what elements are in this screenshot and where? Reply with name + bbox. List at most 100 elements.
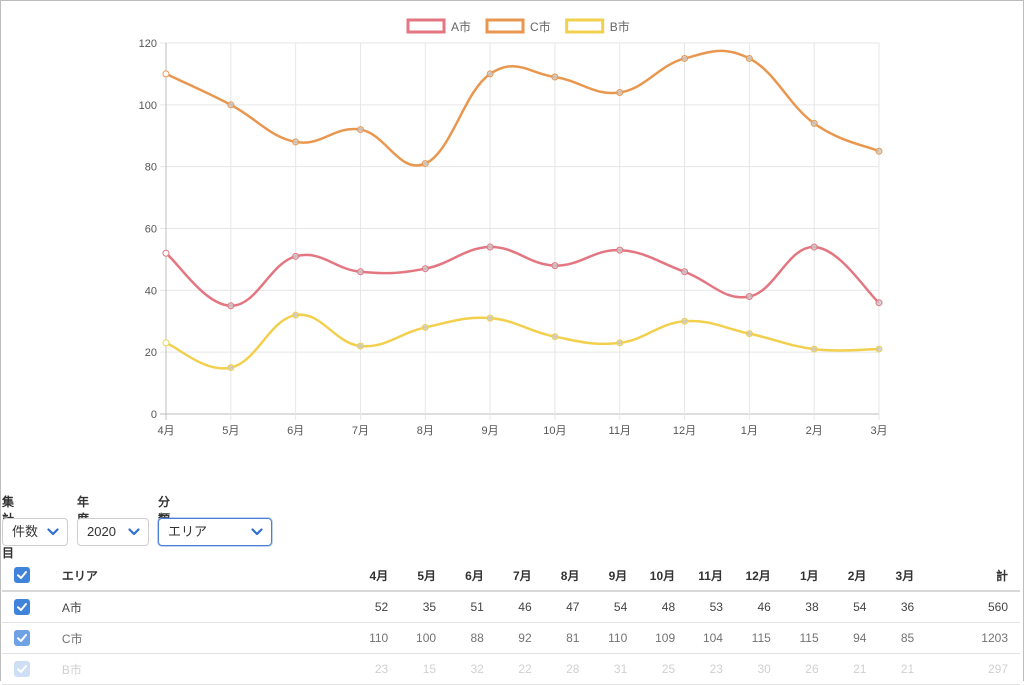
header-month[interactable]: 10月 (627, 560, 676, 592)
data-point (421, 265, 429, 273)
row-value: 48 (627, 591, 676, 623)
header-month[interactable]: 12月 (722, 560, 771, 592)
year-select-value: 2020 (87, 524, 116, 539)
row-value: 30 (722, 653, 771, 685)
header-month[interactable]: 2月 (818, 560, 867, 592)
data-point (745, 54, 753, 62)
legend-swatch (485, 18, 525, 34)
row-value: 15 (388, 653, 437, 685)
row-value: 100 (388, 622, 437, 654)
row-check-cell (2, 653, 42, 685)
data-point (810, 119, 818, 127)
row-value: 52 (181, 591, 389, 623)
legend-item[interactable]: B市 (565, 18, 630, 34)
data-point (227, 302, 235, 310)
x-tick-label: 1月 (741, 425, 758, 437)
data-point (486, 243, 494, 251)
header-month[interactable]: 7月 (483, 560, 532, 592)
header-month[interactable]: 3月 (866, 560, 915, 592)
chart-lines (162, 49, 883, 372)
chevron-down-icon (251, 528, 263, 536)
check-icon (16, 665, 27, 673)
filter-category: 分類 エリア (158, 493, 272, 546)
x-tick-label: 2月 (806, 425, 823, 437)
header-month[interactable]: 8月 (531, 560, 580, 592)
year-select[interactable]: 2020 (77, 518, 149, 546)
data-point (551, 333, 559, 341)
item-select-value: 件数 (12, 524, 39, 539)
legend-label: C市 (530, 19, 551, 34)
data-point (681, 268, 689, 276)
data-point (292, 252, 300, 260)
select-all-cell (2, 560, 42, 592)
row-value: 51 (436, 591, 484, 623)
series-line (165, 49, 880, 167)
row-value: 109 (627, 622, 676, 654)
chart-legend[interactable]: A市 C市 B市 (406, 18, 630, 34)
data-point (356, 126, 364, 134)
data-point (486, 314, 494, 322)
header-total[interactable]: 計 (914, 560, 1020, 592)
row-value: 94 (818, 622, 867, 654)
legend-item[interactable]: A市 (406, 18, 471, 34)
header-area[interactable]: エリア (41, 560, 182, 592)
category-select[interactable]: エリア (158, 518, 272, 546)
data-point (356, 342, 364, 350)
y-tick-label: 0 (151, 409, 157, 421)
row-area: A市 (41, 591, 182, 623)
y-tick-label: 20 (145, 347, 157, 359)
row-value: 85 (866, 622, 915, 654)
legend-swatch (406, 18, 446, 34)
row-value: 25 (627, 653, 676, 685)
y-tick-label: 100 (139, 100, 157, 112)
table-row[interactable]: B市 23 15 32 22 28 31 25 23 30 26 21 21 2… (2, 653, 1020, 685)
filter-year-label: 年度 (77, 495, 90, 526)
legend-item[interactable]: C市 (485, 18, 551, 34)
row-checkbox[interactable] (13, 661, 30, 677)
data-table: エリア 4月 5月 6月 7月 8月 9月 10月 11月 12月 1月 2月 … (2, 560, 1020, 685)
x-tick-label: 8月 (417, 425, 434, 437)
data-point (810, 243, 818, 251)
row-value: 36 (866, 591, 915, 623)
data-point (162, 339, 170, 347)
data-point (551, 73, 559, 81)
row-value: 53 (675, 591, 723, 623)
legend-label: B市 (610, 19, 630, 34)
row-checkbox[interactable] (13, 599, 30, 615)
x-tick-label: 9月 (482, 425, 499, 437)
data-point (486, 70, 494, 78)
data-point (292, 311, 300, 319)
row-total: 560 (914, 591, 1020, 623)
header-month[interactable]: 1月 (770, 560, 819, 592)
row-area: C市 (41, 622, 182, 654)
row-value: 88 (436, 622, 484, 654)
header-month[interactable]: 9月 (579, 560, 628, 592)
header-month[interactable]: 6月 (436, 560, 484, 592)
data-point (292, 138, 300, 146)
row-value: 23 (181, 653, 389, 685)
data-point (745, 330, 753, 338)
data-point (875, 147, 883, 155)
data-point (227, 364, 235, 372)
header-month[interactable]: 5月 (388, 560, 437, 592)
filter-item-label: 集計項目 (2, 495, 15, 560)
table-row[interactable]: C市 110 100 88 92 81 110 109 104 115 115 … (2, 622, 1020, 654)
header-month[interactable]: 4月 (181, 560, 389, 592)
select-all-checkbox[interactable] (13, 567, 30, 583)
data-point (162, 70, 170, 78)
row-value: 23 (675, 653, 723, 685)
row-checkbox[interactable] (13, 630, 30, 646)
filter-year: 年度 2020 (77, 493, 149, 546)
row-value: 110 (579, 622, 628, 654)
data-point (227, 101, 235, 109)
table-row[interactable]: A市 52 35 51 46 47 54 48 53 46 38 54 36 5… (2, 591, 1020, 623)
header-month[interactable]: 11月 (675, 560, 723, 592)
data-point (616, 246, 624, 254)
row-total: 297 (914, 653, 1020, 685)
row-value: 92 (483, 622, 532, 654)
item-select[interactable]: 件数 (2, 518, 68, 546)
row-value: 46 (483, 591, 532, 623)
data-point (421, 323, 429, 331)
data-point (745, 293, 753, 301)
row-check-cell (2, 622, 42, 654)
